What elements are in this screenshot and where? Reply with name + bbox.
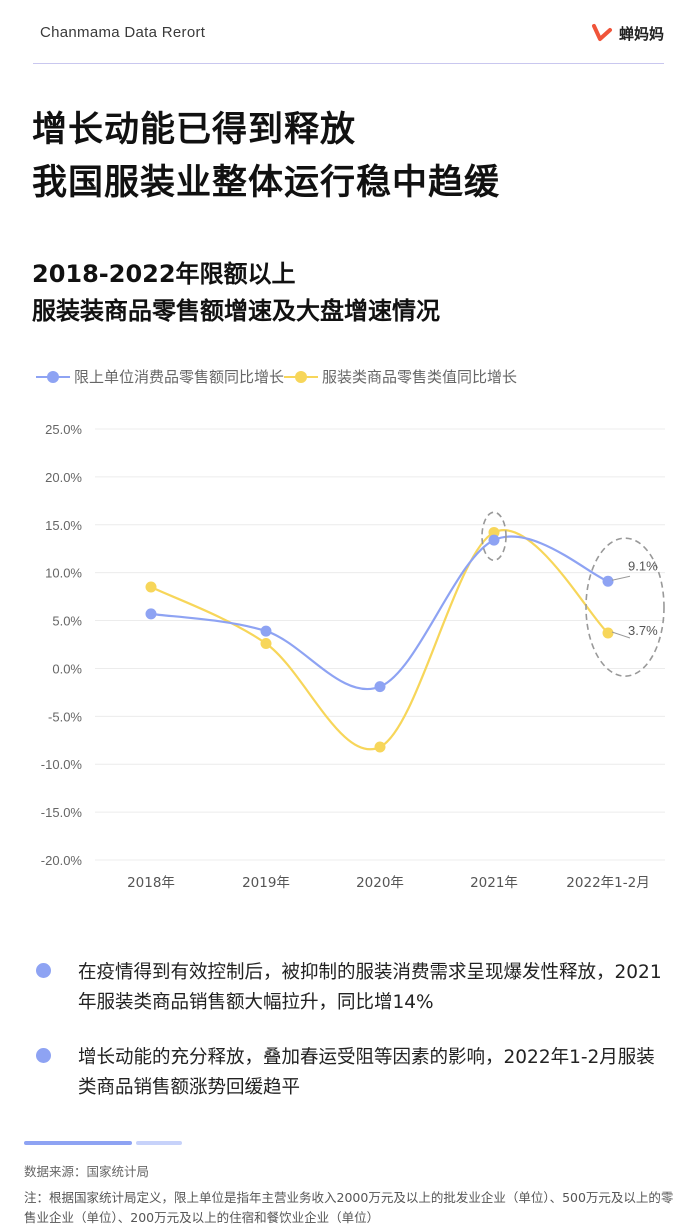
footer-accent-bar-light <box>136 1141 182 1145</box>
y-tick-label: 20.0% <box>45 470 82 485</box>
bullet-item-1: 在疫情得到有效控制后，被抑制的服装消费需求呈现爆发性释放，2021年服装类商品销… <box>36 958 668 1018</box>
series-line-1 <box>150 529 609 751</box>
x-tick-label: 2018年 <box>127 875 175 891</box>
x-tick-label: 2019年 <box>242 875 290 891</box>
chart-title: 2018-2022年限额以上 服装装商品零售额增速及大盘增速情况 <box>32 256 440 330</box>
chart-legend: 限上单位消费品零售额同比增长 服装类商品零售类值同比增长 <box>36 366 517 387</box>
legend-item-retail-total: 限上单位消费品零售额同比增长 <box>36 366 284 387</box>
brand-name: 蝉妈妈 <box>618 24 664 43</box>
annotation-leader <box>611 575 631 581</box>
data-source: 数据来源：国家统计局 <box>24 1164 150 1179</box>
bullet-dot-icon <box>36 963 51 978</box>
data-point <box>260 638 272 650</box>
highlight-ellipse-2022 <box>585 537 665 677</box>
footer-accent-bar <box>24 1141 132 1145</box>
page-title-line-1: 增长动能已得到释放 <box>32 110 357 150</box>
legend-label-apparel: 服装类商品零售类值同比增长 <box>322 368 518 386</box>
data-point <box>602 575 614 587</box>
page-title: 增长动能已得到释放 我国服装业整体运行稳中趋缓 <box>32 104 500 210</box>
data-point <box>260 625 272 637</box>
bullet-text-2: 增长动能的充分释放，叠加春运受阻等因素的影响，2022年1-2月服装类商品销售额… <box>78 1047 655 1098</box>
data-point <box>488 526 500 538</box>
x-tick-label: 2020年 <box>356 875 404 891</box>
y-tick-label: -10.0% <box>41 757 83 772</box>
data-point <box>145 581 157 593</box>
highlight-ellipse-2021 <box>481 511 507 562</box>
y-tick-label: -20.0% <box>41 853 83 868</box>
y-tick-label: 25.0% <box>45 422 82 437</box>
line-chart: 25.0% 20.0% 15.0% 10.0% 5.0% 0.0% -5.0% -10.0% -… <box>41 422 665 891</box>
y-tick-label: 5.0% <box>52 614 82 629</box>
data-label: 3.7% <box>628 623 658 638</box>
footnote: 注：根据国家统计局定义，限上单位是指年主营业务收入2000万元及以上的批发业企业… <box>24 1190 674 1225</box>
y-tick-label: -5.0% <box>48 709 82 724</box>
data-point <box>374 681 386 693</box>
data-label: 9.1% <box>628 558 658 573</box>
header-divider <box>33 63 664 64</box>
legend-swatch-apparel <box>284 370 319 383</box>
page-title-line-2: 我国服装业整体运行稳中趋缓 <box>32 163 501 203</box>
data-point <box>488 534 500 546</box>
bullet-dot-icon <box>36 1048 51 1063</box>
x-tick-label: 2022年1-2月 <box>566 875 649 891</box>
series-line-0 <box>150 535 609 690</box>
report-title: Chanmama Data Rerort <box>40 24 206 41</box>
data-point <box>602 627 614 639</box>
chart-title-line-1: 2018-2022年限额以上 <box>32 260 296 288</box>
legend-label-retail-total: 限上单位消费品零售额同比增长 <box>74 368 285 386</box>
bullet-item-2: 增长动能的充分释放，叠加春运受阻等因素的影响，2022年1-2月服装类商品销售额… <box>36 1043 668 1103</box>
legend-item-apparel: 服装类商品零售类值同比增长 <box>284 366 517 387</box>
x-tick-label: 2021年 <box>470 875 518 891</box>
bullet-text-1: 在疫情得到有效控制后，被抑制的服装消费需求呈现爆发性释放，2021年服装类商品销… <box>78 962 662 1013</box>
y-tick-label: -15.0% <box>41 805 83 820</box>
data-point <box>145 608 157 620</box>
y-tick-label: 15.0% <box>45 518 82 533</box>
annotation-leader <box>611 631 631 639</box>
chart-title-line-2: 服装装商品零售额增速及大盘增速情况 <box>32 297 440 325</box>
brand-logo: 蝉妈妈 <box>591 22 664 44</box>
legend-swatch-retail-total <box>36 370 70 383</box>
data-point <box>374 741 386 753</box>
brand-mark-icon <box>591 24 612 41</box>
y-tick-label: 0.0% <box>52 661 82 676</box>
y-tick-label: 10.0% <box>45 566 82 581</box>
